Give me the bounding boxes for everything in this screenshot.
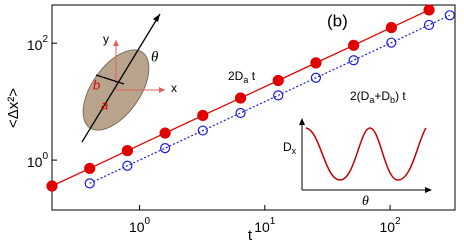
arrowhead bbox=[153, 14, 160, 22]
inset: Dx θ bbox=[283, 118, 432, 209]
tick-base: 10 bbox=[129, 219, 145, 235]
panel-label: (b) bbox=[327, 11, 348, 30]
data-point bbox=[84, 162, 96, 175]
tick-base: 10 bbox=[379, 219, 395, 235]
data-point bbox=[386, 37, 397, 48]
plot-frame bbox=[51, 4, 456, 211]
schematic-a: a bbox=[101, 97, 108, 112]
tick-base: 10 bbox=[27, 154, 43, 170]
data-point bbox=[122, 160, 133, 171]
data-point bbox=[235, 107, 246, 119]
schematic-x: x bbox=[171, 81, 177, 95]
short-axis bbox=[95, 74, 125, 85]
arrowhead bbox=[159, 87, 165, 93]
tick-label: 101 bbox=[254, 216, 276, 235]
data-point bbox=[197, 109, 209, 122]
tick-label: 100 bbox=[27, 151, 49, 170]
data-point bbox=[197, 125, 208, 136]
schematic-theta: θ bbox=[151, 49, 159, 65]
data-point bbox=[121, 145, 134, 157]
data-point bbox=[234, 92, 247, 104]
arrowhead bbox=[113, 40, 119, 46]
data-point bbox=[423, 4, 435, 16]
schematic-b: b bbox=[93, 77, 100, 92]
tick-exponent: 2 bbox=[42, 34, 48, 45]
tick-exponent: 0 bbox=[145, 216, 151, 227]
data-point bbox=[160, 143, 171, 154]
tick-base: 10 bbox=[254, 219, 270, 235]
tick-base: 10 bbox=[27, 37, 43, 53]
data-point bbox=[84, 178, 95, 189]
x-axis-label: t bbox=[248, 227, 253, 244]
data-point bbox=[46, 180, 58, 192]
tick-label: 102 bbox=[379, 216, 401, 235]
schematic-y: y bbox=[103, 32, 109, 46]
y-axis-label: <Δx²> bbox=[5, 88, 22, 128]
data-point bbox=[273, 90, 284, 101]
inset-x-label: θ bbox=[362, 194, 369, 209]
blue-fit-label: 2(Da+Db) t bbox=[350, 89, 406, 105]
long-axis-arrow bbox=[81, 13, 161, 143]
schematic: x y θ a b bbox=[81, 13, 177, 143]
series-line bbox=[89, 14, 451, 184]
data-point bbox=[444, 10, 455, 21]
data-point bbox=[385, 21, 397, 34]
tick-exponent: 1 bbox=[270, 216, 276, 227]
red-fit-label: 2Da t bbox=[228, 69, 256, 85]
data-point bbox=[272, 74, 284, 87]
data-point bbox=[348, 55, 359, 66]
data-point bbox=[348, 39, 360, 51]
data-point bbox=[310, 57, 322, 69]
tick-exponent: 0 bbox=[42, 151, 48, 162]
arrowhead bbox=[425, 187, 432, 193]
tick-label: 102 bbox=[27, 34, 49, 53]
data-point bbox=[310, 72, 322, 83]
data-point bbox=[423, 19, 435, 31]
tick-label: 100 bbox=[129, 216, 151, 235]
tick-exponent: 2 bbox=[395, 216, 401, 227]
inset-y-label: Dx bbox=[283, 140, 297, 156]
arrowhead bbox=[299, 118, 305, 125]
data-point bbox=[159, 127, 171, 139]
inset-curve bbox=[305, 127, 427, 181]
